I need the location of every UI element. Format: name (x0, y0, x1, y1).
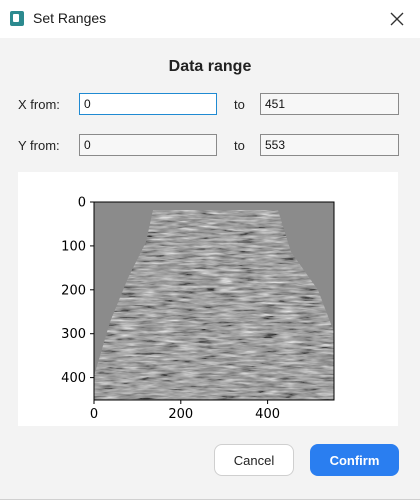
y-tick-label: 100 (61, 239, 86, 254)
close-icon (390, 12, 404, 26)
app-icon (10, 11, 24, 26)
seismic-plot: 0 200 400 0 100 200 300 400 (61, 196, 335, 422)
confirm-button[interactable]: Confirm (310, 444, 399, 476)
x-tick-label: 0 (90, 407, 98, 422)
section-heading: Data range (168, 58, 252, 75)
y-to-label: to (234, 138, 245, 153)
x-from-label: X from: (18, 97, 60, 112)
x-to-input[interactable] (260, 93, 399, 115)
x-from-input[interactable] (79, 93, 217, 115)
y-tick-label: 200 (61, 283, 86, 298)
x-tick-label: 200 (168, 407, 193, 422)
plot-frame (93, 201, 335, 401)
cancel-button[interactable]: Cancel (214, 444, 294, 476)
close-button[interactable] (382, 4, 412, 34)
y-tick-label: 300 (61, 327, 86, 342)
y-to-input[interactable] (260, 134, 399, 156)
title-bar: Set Ranges (0, 0, 420, 38)
y-from-label: Y from: (18, 138, 60, 153)
x-tick-label: 400 (255, 407, 280, 422)
x-to-label: to (234, 97, 245, 112)
plot-preview: 0 200 400 0 100 200 300 400 (18, 172, 398, 426)
y-tick-label: 400 (61, 371, 86, 386)
dialog-content: Data range X from: to Y from: to (0, 38, 420, 500)
y-from-input[interactable] (79, 134, 217, 156)
y-tick-label: 0 (78, 196, 86, 211)
window-title: Set Ranges (33, 10, 107, 26)
